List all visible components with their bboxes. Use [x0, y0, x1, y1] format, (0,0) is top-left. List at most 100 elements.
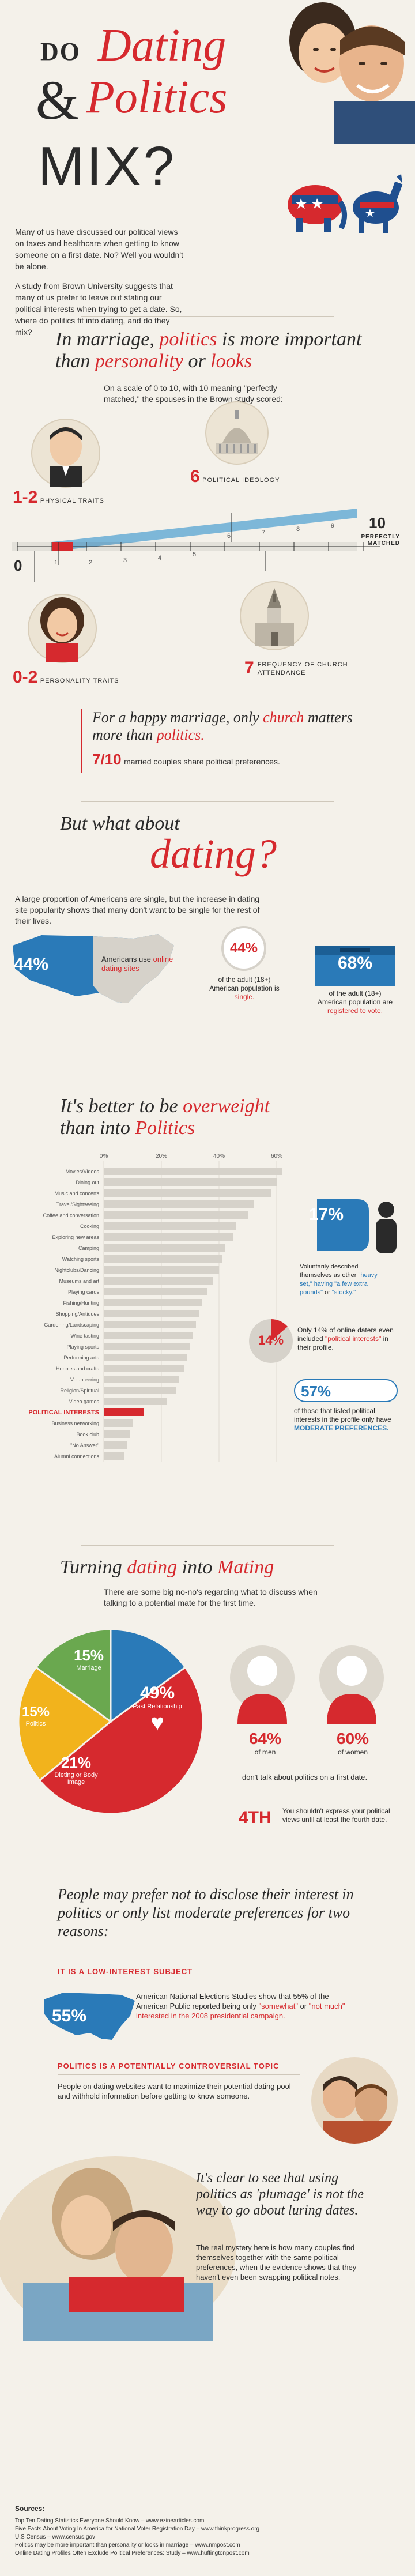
pie-slice-marriage	[110, 1628, 187, 1723]
overweight-stat: 17%	[309, 1205, 344, 1224]
reason-2-text: People on dating websites want to maximi…	[58, 2082, 291, 2100]
category-label: "No Answer"	[70, 1443, 99, 1448]
bar-religion-spiritual	[104, 1387, 176, 1394]
fourth-date-stat: 4TH	[239, 1808, 271, 1827]
topics-pie-chart: 15% Marriage 49% Past Relationship ♥ 21%…	[13, 1624, 209, 1820]
category-label: Video games	[69, 1399, 100, 1404]
title-politics: Politics	[86, 72, 228, 123]
turning-intro: There are some big no-no's regarding wha…	[104, 1587, 318, 1607]
dating-intro: A large proportion of Americans are sing…	[15, 894, 260, 925]
category-label: Hobbies and crafts	[56, 1366, 100, 1372]
category-label: Travel/Sightseeing	[56, 1202, 99, 1207]
pie-label-dieting: 21% Dieting or Body Image	[54, 1754, 98, 1786]
bar-coffee-and-conversation	[104, 1211, 248, 1219]
bar-alumni-connections	[104, 1452, 124, 1460]
category-label: Museums and art	[59, 1278, 99, 1284]
sources-section: Sources: Top Ten Dating Statistics Every…	[0, 2505, 415, 2574]
category-label: Business networking	[51, 1421, 99, 1426]
us-map: 44% Americans use online dating sites	[7, 928, 180, 1015]
dating-headline-b: dating?	[150, 831, 277, 877]
bar-exploring-new-areas	[104, 1233, 233, 1241]
bar-dining-out	[104, 1178, 277, 1186]
header-section: DO Dating & Politics MIX?	[0, 0, 415, 337]
interests-bar-chart-svg: 0% 20% 40% 60% Movies/Videos Dining out Music …	[28, 1153, 282, 1462]
bar-movies-videos	[104, 1168, 282, 1175]
bar-playing-sports	[104, 1343, 190, 1350]
church-portrait	[240, 581, 309, 650]
pie-slice-past-relationship	[38, 1666, 204, 1815]
bar-book-club	[104, 1430, 130, 1438]
personality-traits: 0-2 PERSONALITY TRAITS	[13, 668, 119, 687]
category-label: Exploring new areas	[52, 1234, 99, 1240]
physical-traits: 1-2 PHYSICAL TRAITS	[13, 488, 104, 507]
vote-stat: 68%	[337, 954, 373, 973]
category-label: Watching sports	[62, 1256, 100, 1262]
reasons-headline: People may prefer not to disclose their …	[58, 1886, 354, 1939]
turning-headline: Turning dating into Mating	[60, 1557, 274, 1578]
low-interest-stat: 55%	[52, 2006, 87, 2025]
share-preferences: 7/10 married couples share political pre…	[92, 751, 280, 768]
bar-performing-arts	[104, 1354, 187, 1361]
political-interests-text: Only 14% of online daters even included …	[297, 1326, 394, 1351]
sources-list: Top Ten Dating Statistics Everyone Shoul…	[15, 2517, 395, 2558]
perfectly-matched-label: PERFECTLY MATCHED	[361, 534, 400, 547]
title-ampersand: &	[36, 69, 79, 131]
clear-to-see-text: It's clear to see that using politics as…	[196, 2171, 364, 2218]
us-map-2: 55%	[40, 1988, 138, 2051]
vote-box	[315, 946, 395, 986]
bar-political-interests	[104, 1408, 144, 1416]
bar-wine-tasting	[104, 1332, 193, 1339]
x-tick-label: 0%	[100, 1153, 108, 1159]
category-label: Volunteering	[70, 1377, 99, 1383]
reason-2-rule	[58, 2074, 300, 2075]
section-divider	[81, 316, 334, 317]
intro-paragraph-1: Many of us have discussed our political …	[15, 227, 183, 271]
tick-4: 4	[158, 555, 162, 562]
bar-shopping-antiques	[104, 1310, 199, 1317]
category-label: Camping	[78, 1245, 99, 1251]
x-tick-label: 20%	[156, 1153, 167, 1159]
church-attendance: 7 FREQUENCY OF CHURCH ATTENDANCE	[244, 658, 348, 677]
reason-1-title: IT IS A LOW-INTEREST SUBJECT	[58, 1967, 193, 1976]
category-label: POLITICAL INTERESTS	[28, 1409, 99, 1416]
category-label: Shopping/Antiques	[55, 1311, 99, 1317]
category-label: Playing cards	[68, 1289, 100, 1295]
women-stat: 60% of women	[336, 1730, 369, 1756]
overweight-stat-graphic: 17%	[300, 1193, 403, 1263]
bar-video-games	[104, 1398, 167, 1405]
reason-1-text: American National Elections Studies show…	[136, 1992, 345, 2020]
political-interests-pie: 14%	[248, 1318, 294, 1364]
online-dating-stat: 44%	[14, 955, 49, 974]
bar-business-networking	[104, 1419, 133, 1427]
dating-section: But what about dating? A large proportio…	[0, 813, 415, 1067]
category-label: Music and concerts	[54, 1191, 99, 1196]
title-dating: Dating	[98, 20, 227, 71]
tick-1: 1	[54, 559, 58, 566]
bar-travel-sightseeing	[104, 1200, 254, 1208]
capitol-portrait	[205, 401, 269, 465]
fourth-date-text: You shouldn't express your political vie…	[282, 1807, 390, 1824]
bar-cooking	[104, 1222, 236, 1230]
bar-fishing-hunting	[104, 1299, 202, 1306]
beach-couple-photo	[0, 2151, 415, 2341]
marriage-headline: In marriage, politics is more important …	[55, 329, 362, 372]
bar-no-answer	[104, 1441, 127, 1449]
source-item: Online Dating Profiles Often Exclude Pol…	[15, 2550, 250, 2556]
tick-2: 2	[89, 559, 93, 566]
pie-label-politics: 15% Politics	[21, 1704, 50, 1727]
match-scale: 1 2 3 4 5 6 7 8 9 0 10 PERFECTLY MATCHED	[12, 502, 403, 588]
intro-paragraph-2: A study from Brown University suggests t…	[15, 281, 182, 337]
accent-bar	[81, 709, 82, 773]
category-label: Fishing/Hunting	[63, 1300, 99, 1306]
source-item: Five Facts About Voting In America for N…	[15, 2526, 260, 2532]
category-label: Performing arts	[63, 1355, 99, 1361]
bar-playing-cards	[104, 1288, 207, 1295]
source-item: Politics may be more important than pers…	[15, 2542, 240, 2548]
broken-heart-icon: ♥	[150, 1710, 164, 1735]
single-stat: 44%	[221, 926, 266, 971]
men-stat: 64% of men	[248, 1730, 282, 1756]
bar-nightclubs-dancing	[104, 1266, 219, 1274]
scale-intro: On a scale of 0 to 10, with 10 meaning "…	[104, 383, 283, 404]
title-do: DO	[40, 37, 81, 66]
x-tick-label: 60%	[271, 1153, 282, 1159]
